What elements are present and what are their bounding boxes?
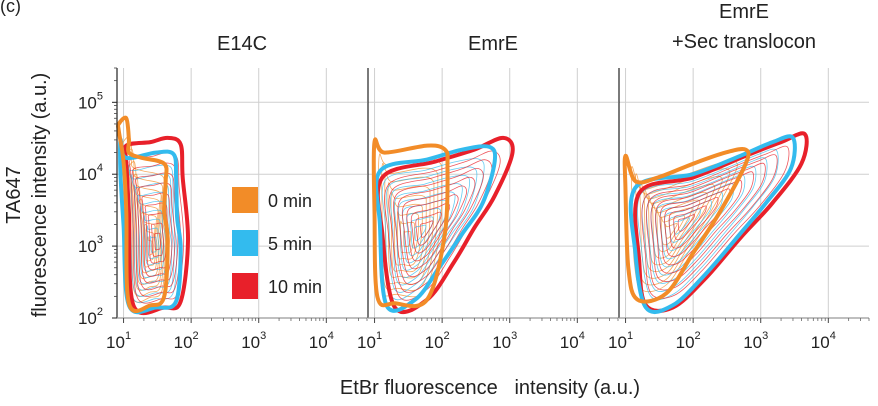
contour-10-min	[388, 159, 493, 293]
contour-5-min	[393, 183, 463, 279]
legend-label: 10 min	[268, 277, 322, 297]
contour-10-min	[141, 192, 173, 277]
contour-10-min	[646, 154, 778, 291]
legend-label: 5 min	[268, 234, 312, 254]
x-tick-label: 103	[492, 330, 517, 352]
contour-5-min	[650, 174, 746, 276]
contour-10-min	[655, 171, 754, 274]
outer-contour-0-min	[622, 146, 751, 304]
contours	[371, 135, 515, 314]
x-tick-label: 102	[676, 330, 701, 352]
contour-0-min	[387, 182, 431, 279]
contour-5-min	[646, 165, 757, 284]
contours	[116, 115, 191, 316]
legend: 0 min 5 min 10 min	[232, 187, 322, 299]
corner-label: (c)	[0, 0, 21, 16]
contour-10-min	[410, 202, 451, 254]
contour-10-min	[392, 168, 484, 285]
panel-3: EmrE +Sec translocon 101 102 103 104	[608, 1, 870, 352]
x-tick-label: 103	[241, 330, 266, 352]
grid	[368, 68, 618, 319]
contour-5-min	[410, 216, 434, 249]
contour-10-min	[415, 211, 442, 246]
contour-10-min	[650, 162, 766, 282]
contour-10-min	[419, 220, 434, 238]
contour-5-min	[637, 148, 779, 301]
contours	[622, 131, 809, 315]
contour-10-min	[659, 179, 743, 266]
contour-5-min	[668, 208, 701, 243]
legend-swatch	[232, 187, 258, 213]
contour-10-min	[397, 176, 476, 278]
contour-5-min	[146, 225, 160, 260]
outer-contour-0-min	[371, 137, 450, 309]
contour-0-min	[143, 223, 155, 262]
y-tick-label: 105	[78, 90, 103, 112]
outer-contour-5-min	[628, 134, 797, 315]
outer-contour-10-min	[375, 135, 515, 314]
contour-10-min	[150, 222, 164, 257]
panel-title: E14C	[217, 33, 267, 55]
panel-title: EmrE	[719, 1, 769, 23]
x-tick-label: 101	[357, 330, 382, 352]
contour-10-min	[138, 182, 176, 284]
contour-10-min	[135, 172, 179, 291]
panel-title: EmrE	[468, 33, 518, 55]
contour-0-min	[131, 173, 161, 286]
legend-swatch	[232, 273, 258, 299]
contour-5-min	[673, 217, 690, 235]
outer-contour-5-min	[374, 144, 498, 313]
contour-5-min	[385, 166, 478, 293]
contour-10-min	[677, 213, 695, 232]
x-tick-label: 104	[560, 330, 585, 352]
y-tick-label: 103	[78, 234, 103, 256]
y-tick-label: 104	[78, 162, 103, 184]
contour-10-min	[641, 145, 790, 299]
x-tick-label: 104	[811, 330, 836, 352]
legend-swatch	[232, 230, 258, 256]
y-axis-label-line2: fluorescence intensity (a.u.)	[29, 73, 51, 318]
x-tick-label: 101	[608, 330, 633, 352]
contour-5-min	[414, 224, 427, 242]
legend-label: 0 min	[268, 191, 312, 211]
x-tick-label: 103	[743, 330, 768, 352]
contour-5-min	[641, 157, 768, 292]
outer-contour-10-min	[122, 135, 191, 316]
x-axis-label: EtBr fluorescence intensity (a.u.)	[340, 377, 640, 399]
contour-0-min	[664, 223, 678, 239]
x-tick-label: 102	[174, 330, 199, 352]
contour-10-min	[154, 232, 162, 251]
contour-10-min	[668, 196, 719, 249]
contour-10-min	[673, 205, 707, 241]
y-tick-label: 102	[78, 306, 103, 328]
panel-2: EmrE 101 102 103 104	[357, 33, 619, 352]
x-tick-label: 102	[425, 330, 450, 352]
y-axis-label-line1: TA647	[3, 166, 25, 223]
x-tick-label: 104	[309, 330, 334, 352]
x-tick-label: 101	[106, 330, 131, 352]
outer-contour-0-min	[116, 115, 170, 314]
panel-title: +Sec translocon	[672, 31, 816, 53]
